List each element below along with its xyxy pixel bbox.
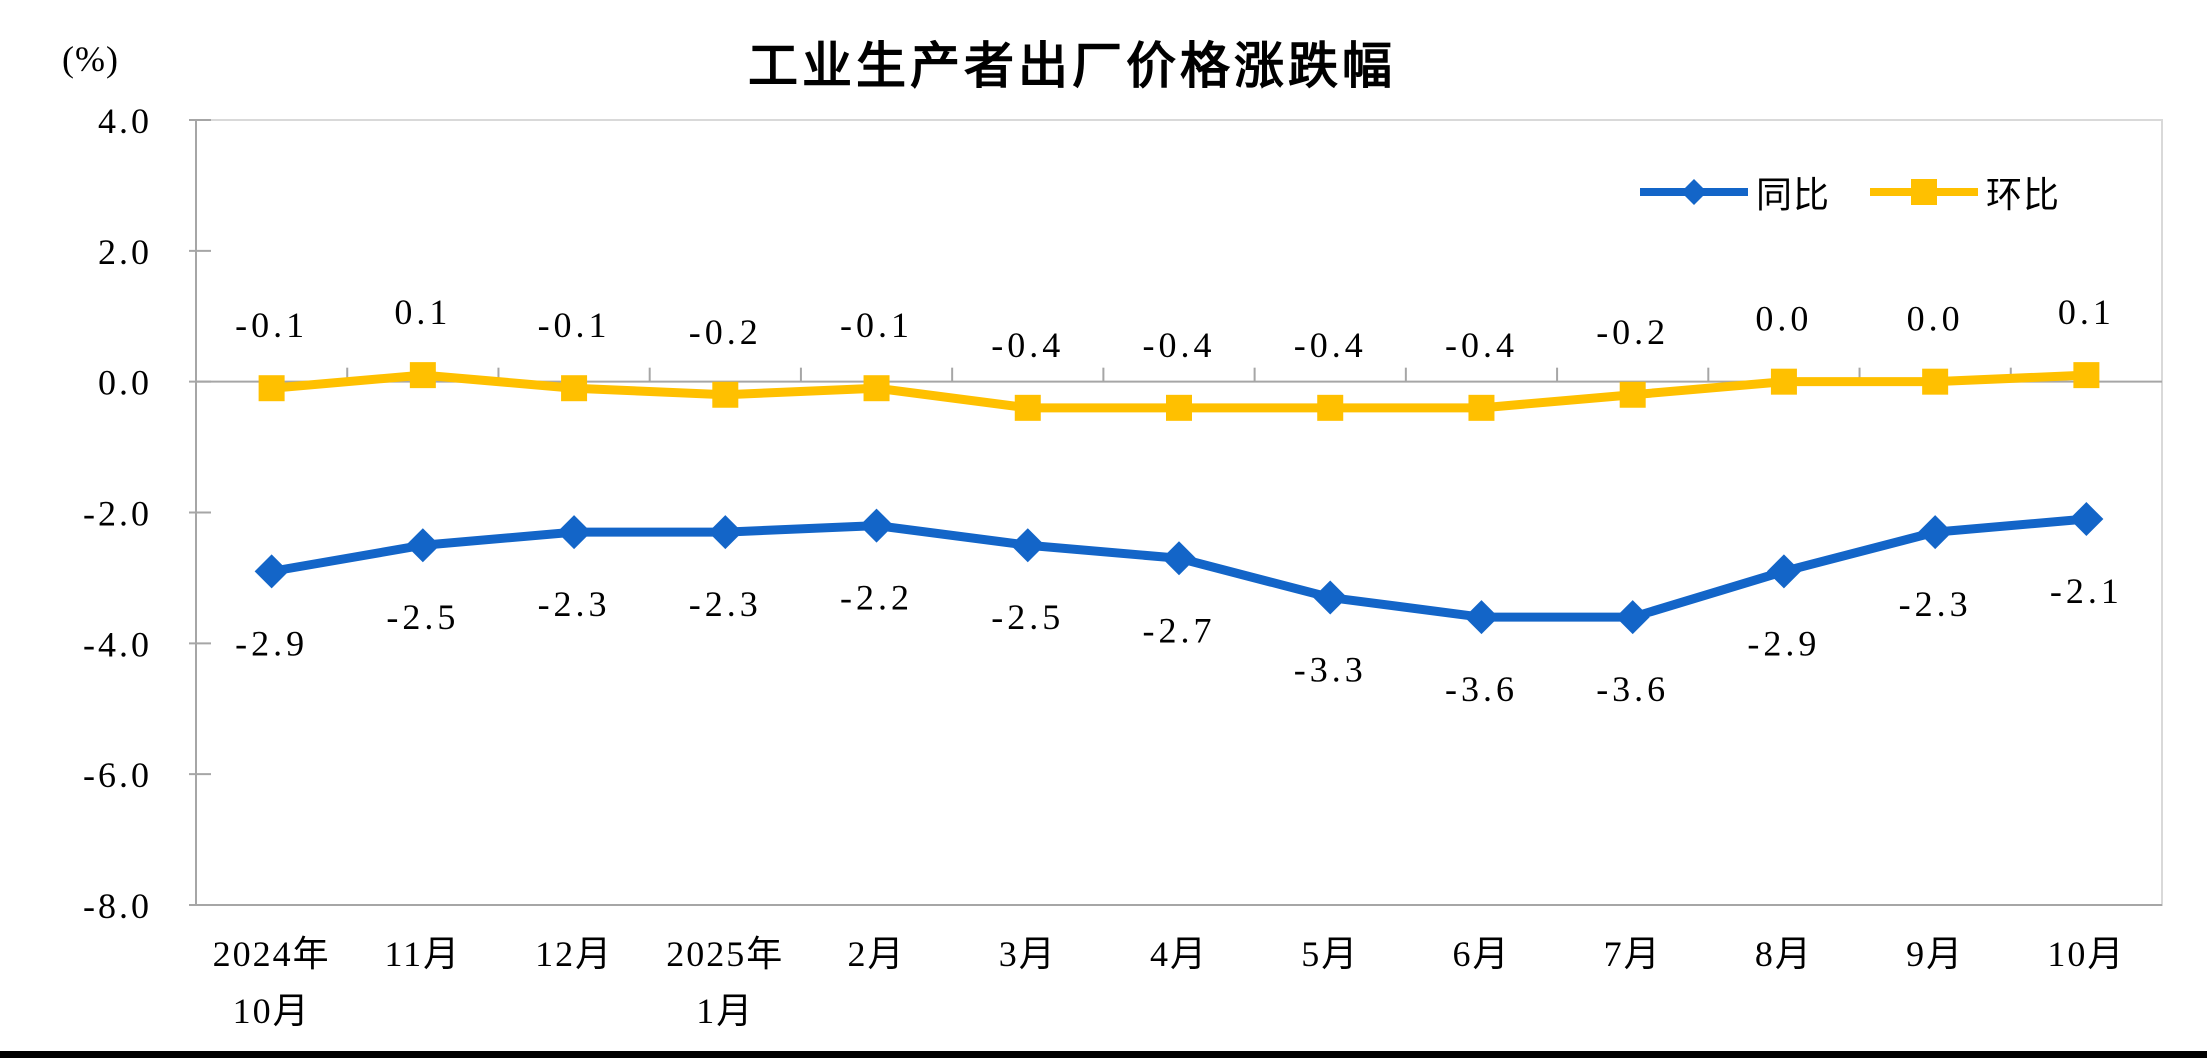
legend-item-yoy: 同比 bbox=[1638, 166, 1830, 218]
chart-title: 工业生产者出厂价格涨跌幅 bbox=[748, 37, 1396, 95]
x-axis-tick-label: 2025年 bbox=[666, 934, 784, 974]
y-axis-tick-label: -2.0 bbox=[83, 494, 152, 534]
data-label: -0.2 bbox=[1596, 312, 1669, 352]
data-point-square-marker bbox=[1468, 394, 1495, 421]
data-point-square-marker bbox=[1922, 368, 1949, 395]
data-point-diamond-marker bbox=[859, 508, 894, 543]
data-label: -0.1 bbox=[235, 305, 308, 345]
data-point-diamond-marker bbox=[1918, 515, 1953, 550]
y-axis-unit-label: (%) bbox=[62, 39, 119, 79]
data-label: -0.4 bbox=[1445, 325, 1518, 365]
data-point-square-marker bbox=[561, 375, 588, 402]
x-axis-tick-label: 4月 bbox=[1150, 934, 1208, 974]
data-label: -0.4 bbox=[1143, 325, 1216, 365]
data-point-diamond-marker bbox=[1615, 600, 1650, 635]
x-axis-tick-label: 6月 bbox=[1452, 934, 1510, 974]
x-axis-tick-label: 3月 bbox=[999, 934, 1057, 974]
data-label: -2.5 bbox=[386, 597, 459, 637]
y-axis-tick-label: 4.0 bbox=[98, 101, 152, 141]
x-axis-tick-label: 12月 bbox=[535, 934, 613, 974]
legend-label-mom: 环比 bbox=[1986, 175, 2061, 215]
data-point-square-marker bbox=[863, 375, 890, 402]
data-label: -2.9 bbox=[1747, 623, 1820, 663]
data-label: -2.9 bbox=[235, 623, 308, 663]
data-label: -3.6 bbox=[1596, 669, 1669, 709]
data-point-square-marker bbox=[712, 381, 739, 408]
y-axis-tick-label: 0.0 bbox=[98, 363, 152, 403]
x-axis-tick-label: 1月 bbox=[696, 991, 754, 1031]
data-point-diamond-marker bbox=[557, 515, 592, 550]
data-label: 0.0 bbox=[1907, 299, 1964, 339]
plot-border bbox=[195, 119, 2163, 906]
legend-marker-yoy-icon bbox=[1640, 179, 1748, 205]
data-point-diamond-marker bbox=[708, 515, 743, 550]
data-point-diamond-marker bbox=[405, 528, 440, 563]
data-point-diamond-marker bbox=[1010, 528, 1045, 563]
x-axis-tick-label: 8月 bbox=[1755, 934, 1813, 974]
data-label: -0.2 bbox=[689, 312, 762, 352]
x-axis-tick-label: 2月 bbox=[848, 934, 906, 974]
data-label: -3.6 bbox=[1445, 669, 1518, 709]
x-axis-tick-label: 10月 bbox=[2047, 934, 2125, 974]
x-axis-tick-label: 9月 bbox=[1906, 934, 1964, 974]
y-axis-tick-label: -8.0 bbox=[83, 886, 152, 926]
data-label: -2.5 bbox=[991, 597, 1064, 637]
data-label: -0.1 bbox=[840, 305, 913, 345]
x-axis-tick-label: 7月 bbox=[1604, 934, 1662, 974]
data-label: -0.4 bbox=[1294, 325, 1367, 365]
x-axis-tick-label: 5月 bbox=[1301, 934, 1359, 974]
y-axis-tick-label: 2.0 bbox=[98, 232, 152, 272]
y-axis-tick-label: -4.0 bbox=[83, 624, 152, 664]
bottom-edge-bar bbox=[0, 1051, 2207, 1058]
data-point-diamond-marker bbox=[1464, 600, 1499, 635]
data-label: 0.1 bbox=[2058, 292, 2115, 332]
data-label: -2.3 bbox=[538, 584, 611, 624]
data-point-square-marker bbox=[2073, 362, 2100, 389]
data-label: -3.3 bbox=[1294, 650, 1367, 690]
data-point-diamond-marker bbox=[1162, 541, 1196, 576]
legend-label-yoy: 同比 bbox=[1756, 175, 1831, 215]
data-label: 0.0 bbox=[1755, 299, 1812, 339]
x-axis-tick-label: 2024年 bbox=[213, 934, 331, 974]
legend-marker-mom-icon bbox=[1870, 179, 1979, 205]
data-label: -2.1 bbox=[2050, 571, 2123, 611]
data-point-square-marker bbox=[409, 362, 436, 389]
data-point-diamond-marker bbox=[1313, 580, 1348, 615]
x-axis-tick-label: 11月 bbox=[385, 934, 462, 974]
data-point-square-marker bbox=[1770, 368, 1797, 395]
x-axis-tick-label: 10月 bbox=[233, 991, 311, 1031]
data-point-diamond-marker bbox=[2069, 502, 2104, 537]
data-point-square-marker bbox=[1619, 381, 1646, 408]
data-label: -2.3 bbox=[689, 584, 762, 624]
y-axis-tick-label: -6.0 bbox=[83, 755, 152, 795]
legend: 同比 环比 bbox=[1638, 166, 2060, 218]
data-label: 0.1 bbox=[394, 292, 451, 332]
data-label: -2.7 bbox=[1143, 610, 1216, 650]
data-point-diamond-marker bbox=[254, 554, 289, 589]
data-point-square-marker bbox=[1317, 394, 1344, 421]
data-point-square-marker bbox=[1166, 394, 1192, 421]
data-label: -2.2 bbox=[840, 578, 913, 618]
data-point-diamond-marker bbox=[1766, 554, 1801, 589]
data-label: -2.3 bbox=[1899, 584, 1972, 624]
data-point-square-marker bbox=[258, 375, 285, 402]
legend-item-mom: 环比 bbox=[1868, 166, 2060, 218]
data-point-square-marker bbox=[1014, 394, 1041, 421]
data-label: -0.4 bbox=[991, 325, 1064, 365]
data-label: -0.1 bbox=[538, 305, 611, 345]
